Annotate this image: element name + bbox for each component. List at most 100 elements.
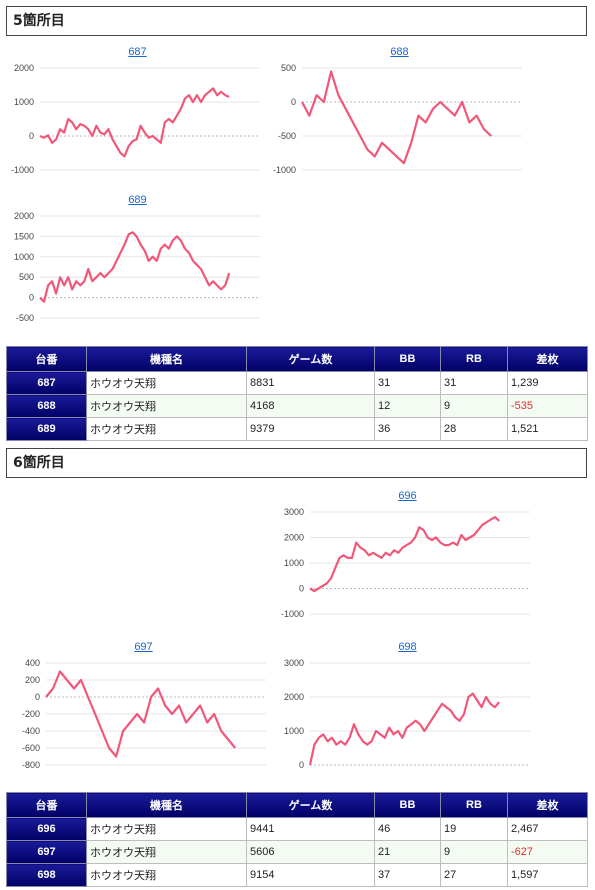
y-tick-label: 200 xyxy=(25,675,40,685)
table-row: 687 ホウオウ天翔 8831 31 31 1,239 xyxy=(6,371,588,395)
chart-title-687[interactable]: 687 xyxy=(128,46,147,58)
col-header-games: ゲーム数 xyxy=(246,346,375,372)
y-tick-label: 2000 xyxy=(14,63,34,73)
chart-696: 696 -1000 0 1000 2000 3000 xyxy=(270,490,545,630)
chart-title-688[interactable]: 688 xyxy=(390,46,409,58)
y-tick-label: 0 xyxy=(299,584,304,594)
bb-count: 37 xyxy=(374,863,441,887)
y-tick-label: 3000 xyxy=(284,658,304,668)
chart-svg-696: -1000 0 1000 2000 3000 xyxy=(281,507,530,619)
game-count: 8831 xyxy=(246,371,375,395)
table-row: 697 ホウオウ天翔 5606 21 9 -627 xyxy=(6,840,588,864)
y-tick-label: -1000 xyxy=(11,165,34,175)
y-tick-label: 500 xyxy=(19,272,34,282)
rb-count: 27 xyxy=(440,863,508,887)
rb-count: 28 xyxy=(440,417,508,441)
bb-count: 36 xyxy=(374,417,441,441)
rb-count: 9 xyxy=(440,840,508,864)
table-section-5: 台番 機種名 ゲーム数 BB RB 差枚 687 ホウオウ天翔 8831 31 … xyxy=(6,346,588,441)
game-count: 5606 xyxy=(246,840,375,864)
series-line xyxy=(45,670,237,758)
chart-title-689[interactable]: 689 xyxy=(128,194,147,206)
model-name: ホウオウ天翔 xyxy=(86,371,247,395)
machine-number[interactable]: 697 xyxy=(6,840,87,864)
y-tick-label: 1000 xyxy=(284,558,304,568)
machine-number[interactable]: 696 xyxy=(6,817,87,841)
y-tick-label: 2000 xyxy=(284,533,304,543)
series-line xyxy=(39,87,230,158)
bb-count: 12 xyxy=(374,394,441,418)
series-line xyxy=(301,70,492,165)
col-header-no: 台番 xyxy=(6,346,87,372)
y-tick-label: 500 xyxy=(281,63,296,73)
diff-value: 1,597 xyxy=(507,863,588,887)
chart-698: 698 0 1000 2000 3000 xyxy=(270,641,545,781)
y-tick-label: -200 xyxy=(22,709,40,719)
col-header-bb: BB xyxy=(374,346,441,372)
table-row: 689 ホウオウ天翔 9379 36 28 1,521 xyxy=(6,417,588,441)
y-tick-label: -800 xyxy=(22,760,40,770)
machine-number[interactable]: 687 xyxy=(6,371,87,395)
rb-count: 9 xyxy=(440,394,508,418)
col-header-diff: 差枚 xyxy=(507,346,588,372)
y-tick-label: 3000 xyxy=(284,507,304,517)
game-count: 9154 xyxy=(246,863,375,887)
diff-value: 1,239 xyxy=(507,371,588,395)
diff-value: 1,521 xyxy=(507,417,588,441)
y-tick-label: 1000 xyxy=(14,252,34,262)
table-section-6: 台番 機種名 ゲーム数 BB RB 差枚 696 ホウオウ天翔 9441 46 … xyxy=(6,792,588,887)
chart-title-698[interactable]: 698 xyxy=(398,641,417,653)
table-row: 688 ホウオウ天翔 4168 12 9 -535 xyxy=(6,394,588,418)
chart-title-696[interactable]: 696 xyxy=(398,490,417,502)
y-tick-label: 2000 xyxy=(14,211,34,221)
diff-value: -627 xyxy=(507,840,588,864)
y-tick-label: 0 xyxy=(299,760,304,770)
y-tick-label: -500 xyxy=(16,313,34,323)
col-header-rb: RB xyxy=(440,792,508,818)
col-header-rb: RB xyxy=(440,346,508,372)
model-name: ホウオウ天翔 xyxy=(86,863,247,887)
table-row: 698 ホウオウ天翔 9154 37 27 1,597 xyxy=(6,863,588,887)
game-count: 9379 xyxy=(246,417,375,441)
machine-number[interactable]: 698 xyxy=(6,863,87,887)
col-header-no: 台番 xyxy=(6,792,87,818)
model-name: ホウオウ天翔 xyxy=(86,417,247,441)
chart-svg-697: -800 -600 -400 -200 0 200 400 xyxy=(22,658,266,770)
y-tick-label: 400 xyxy=(25,658,40,668)
y-tick-label: -400 xyxy=(22,726,40,736)
y-tick-label: -600 xyxy=(22,743,40,753)
series-line xyxy=(309,516,500,593)
y-tick-label: 0 xyxy=(35,692,40,702)
col-header-model: 機種名 xyxy=(86,346,247,372)
bb-count: 46 xyxy=(374,817,441,841)
game-count: 9441 xyxy=(246,817,375,841)
chart-svg-698: 0 1000 2000 3000 xyxy=(284,658,530,770)
chart-svg-688: -1000 -500 0 500 xyxy=(273,63,522,175)
machine-number[interactable]: 688 xyxy=(6,394,87,418)
col-header-diff: 差枚 xyxy=(507,792,588,818)
y-tick-label: -1000 xyxy=(281,609,304,619)
y-tick-label: 1500 xyxy=(14,231,34,241)
model-name: ホウオウ天翔 xyxy=(86,840,247,864)
chart-697: 697 -800 -600 -400 -200 0 200 400 xyxy=(6,641,281,781)
chart-svg-689: -500 0 500 1000 1500 2000 xyxy=(14,211,260,323)
col-header-bb: BB xyxy=(374,792,441,818)
diff-value: 2,467 xyxy=(507,817,588,841)
section-title-5: 5箇所目 xyxy=(6,6,587,36)
rb-count: 19 xyxy=(440,817,508,841)
chart-title-697[interactable]: 697 xyxy=(134,641,153,653)
machine-number[interactable]: 689 xyxy=(6,417,87,441)
rb-count: 31 xyxy=(440,371,508,395)
y-tick-label: 0 xyxy=(29,131,34,141)
series-line xyxy=(308,692,501,766)
bb-count: 21 xyxy=(374,840,441,864)
table-row: 696 ホウオウ天翔 9441 46 19 2,467 xyxy=(6,817,588,841)
y-tick-label: 2000 xyxy=(284,692,304,702)
chart-svg-687: -1000 0 1000 2000 xyxy=(11,63,260,175)
diff-value: -535 xyxy=(507,394,588,418)
model-name: ホウオウ天翔 xyxy=(86,394,247,418)
model-name: ホウオウ天翔 xyxy=(86,817,247,841)
bb-count: 31 xyxy=(374,371,441,395)
col-header-games: ゲーム数 xyxy=(246,792,375,818)
y-tick-label: -500 xyxy=(278,131,296,141)
